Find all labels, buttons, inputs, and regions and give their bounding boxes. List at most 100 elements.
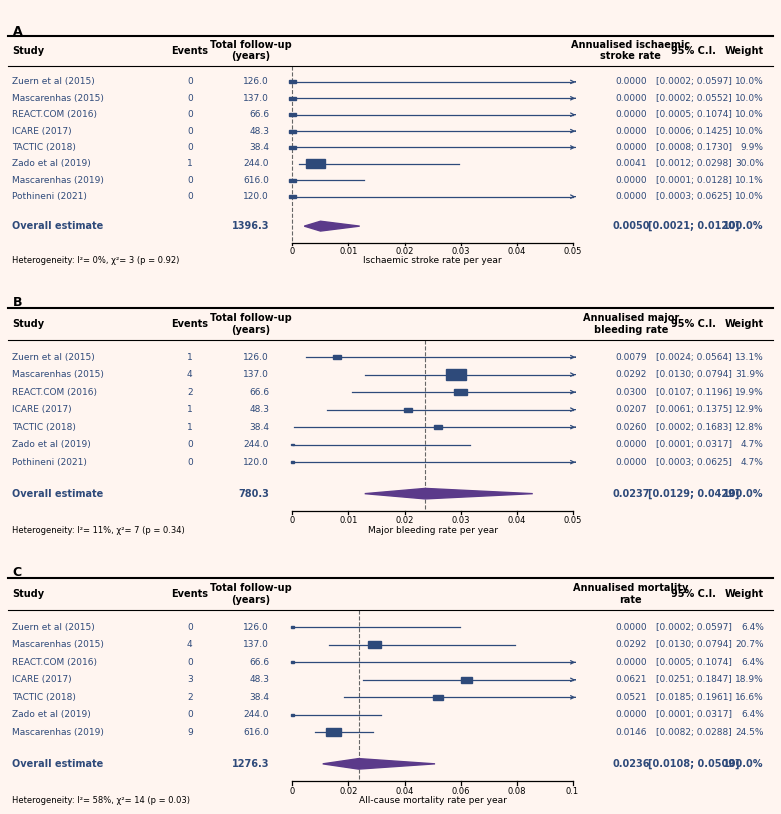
Text: 126.0: 126.0	[244, 623, 269, 632]
Text: B: B	[12, 295, 22, 309]
Text: bleeding rate: bleeding rate	[594, 325, 668, 335]
Text: 0: 0	[290, 786, 295, 795]
Text: 0.02: 0.02	[395, 247, 414, 256]
Text: 0.03: 0.03	[451, 516, 469, 525]
Text: 0.01: 0.01	[339, 516, 358, 525]
Text: [0.0008; 0.1730]: [0.0008; 0.1730]	[656, 143, 732, 152]
Text: 0.02: 0.02	[395, 516, 414, 525]
Text: [0.0001; 0.0317]: [0.0001; 0.0317]	[656, 711, 732, 720]
Polygon shape	[365, 488, 533, 499]
Text: Heterogeneity: I²= 58%, χ²= 14 (p = 0.03): Heterogeneity: I²= 58%, χ²= 14 (p = 0.03…	[12, 796, 191, 805]
Text: 31.9%: 31.9%	[735, 370, 764, 379]
Text: 12.9%: 12.9%	[735, 405, 764, 414]
Text: 0: 0	[290, 247, 295, 256]
Text: 137.0: 137.0	[244, 641, 269, 650]
Text: 0: 0	[187, 440, 193, 449]
Text: [0.0130; 0.0794]: [0.0130; 0.0794]	[656, 370, 732, 379]
Text: 100.0%: 100.0%	[723, 759, 764, 769]
Polygon shape	[305, 221, 360, 231]
Text: 1276.3: 1276.3	[232, 759, 269, 769]
Text: 95% C.I.: 95% C.I.	[672, 319, 716, 329]
Text: 2: 2	[187, 387, 193, 396]
Text: Zado et al (2019): Zado et al (2019)	[12, 440, 91, 449]
Text: Study: Study	[12, 319, 45, 329]
Text: 4.7%: 4.7%	[741, 440, 764, 449]
Text: 38.4: 38.4	[249, 422, 269, 431]
Text: 0.04: 0.04	[508, 247, 526, 256]
Text: 0.0000: 0.0000	[615, 176, 647, 185]
Text: 137.0: 137.0	[244, 370, 269, 379]
Text: 0.0000: 0.0000	[615, 192, 647, 201]
Text: 48.3: 48.3	[249, 126, 269, 136]
Text: Mascarenhas (2019): Mascarenhas (2019)	[12, 728, 105, 737]
Text: C: C	[12, 566, 22, 579]
Text: 0: 0	[187, 623, 193, 632]
Text: 0.0300: 0.0300	[615, 387, 647, 396]
Text: [0.0024; 0.0564]: [0.0024; 0.0564]	[656, 352, 732, 361]
Text: 6.4%: 6.4%	[741, 658, 764, 667]
Text: Mascarenhas (2019): Mascarenhas (2019)	[12, 176, 105, 185]
Text: 6.4%: 6.4%	[741, 711, 764, 720]
FancyBboxPatch shape	[306, 160, 325, 168]
Text: Weight: Weight	[725, 319, 764, 329]
Text: 0.0000: 0.0000	[615, 94, 647, 103]
Text: 0.0050: 0.0050	[612, 221, 650, 231]
Text: 0.0260: 0.0260	[615, 422, 647, 431]
Text: (years): (years)	[231, 595, 270, 605]
Text: [0.0251; 0.1847]: [0.0251; 0.1847]	[656, 676, 732, 685]
Text: A: A	[12, 24, 22, 37]
Text: TACTIC (2018): TACTIC (2018)	[12, 693, 77, 702]
Text: Pothineni (2021): Pothineni (2021)	[12, 192, 87, 201]
Text: 10.1%: 10.1%	[735, 176, 764, 185]
Text: Total follow-up: Total follow-up	[209, 313, 291, 322]
FancyBboxPatch shape	[290, 179, 295, 182]
Text: Zado et al (2019): Zado et al (2019)	[12, 711, 91, 720]
Text: 0: 0	[187, 457, 193, 466]
Text: Annualised major: Annualised major	[583, 313, 679, 322]
Text: [0.0108; 0.0509]: [0.0108; 0.0509]	[648, 759, 740, 769]
Text: 126.0: 126.0	[244, 77, 269, 86]
Text: 137.0: 137.0	[244, 94, 269, 103]
Text: [0.0021; 0.0120]: [0.0021; 0.0120]	[648, 221, 740, 231]
Text: [0.0012; 0.0298]: [0.0012; 0.0298]	[656, 160, 732, 168]
Text: 18.9%: 18.9%	[735, 676, 764, 685]
Text: Zuern et al (2015): Zuern et al (2015)	[12, 77, 95, 86]
Text: 0.0000: 0.0000	[615, 457, 647, 466]
Text: Events: Events	[171, 46, 209, 55]
Text: 0.0292: 0.0292	[615, 641, 647, 650]
Text: Heterogeneity: I²= 0%, χ²= 3 (p = 0.92): Heterogeneity: I²= 0%, χ²= 3 (p = 0.92)	[12, 256, 180, 265]
Text: Mascarenhas (2015): Mascarenhas (2015)	[12, 370, 105, 379]
FancyBboxPatch shape	[326, 729, 341, 737]
FancyBboxPatch shape	[455, 389, 466, 396]
Text: Events: Events	[171, 319, 209, 329]
Text: 0.0621: 0.0621	[615, 676, 647, 685]
Text: [0.0002; 0.0597]: [0.0002; 0.0597]	[656, 623, 732, 632]
Text: ICARE (2017): ICARE (2017)	[12, 126, 72, 136]
Text: 780.3: 780.3	[238, 488, 269, 499]
Text: Zuern et al (2015): Zuern et al (2015)	[12, 623, 95, 632]
Text: 24.5%: 24.5%	[736, 728, 764, 737]
FancyBboxPatch shape	[446, 370, 465, 380]
Polygon shape	[323, 759, 435, 769]
Text: [0.0185; 0.1961]: [0.0185; 0.1961]	[656, 693, 732, 702]
Text: 0.04: 0.04	[508, 516, 526, 525]
Text: rate: rate	[619, 595, 642, 605]
Text: 0.0207: 0.0207	[615, 405, 647, 414]
Text: 0: 0	[187, 711, 193, 720]
Text: 3: 3	[187, 676, 193, 685]
Text: 19.9%: 19.9%	[735, 387, 764, 396]
Text: [0.0006; 0.1425]: [0.0006; 0.1425]	[656, 126, 732, 136]
Text: 0.1: 0.1	[566, 786, 579, 795]
Text: 0: 0	[187, 176, 193, 185]
Text: [0.0107; 0.1196]: [0.0107; 0.1196]	[656, 387, 732, 396]
Text: 95% C.I.: 95% C.I.	[672, 589, 716, 599]
Text: 0: 0	[187, 94, 193, 103]
Text: 0.08: 0.08	[507, 786, 526, 795]
Text: Overall estimate: Overall estimate	[12, 221, 104, 231]
Text: 0: 0	[187, 658, 193, 667]
FancyBboxPatch shape	[290, 146, 295, 149]
Text: Events: Events	[171, 589, 209, 599]
Text: Weight: Weight	[725, 46, 764, 55]
Text: 10.0%: 10.0%	[735, 110, 764, 119]
Text: 0.0000: 0.0000	[615, 143, 647, 152]
